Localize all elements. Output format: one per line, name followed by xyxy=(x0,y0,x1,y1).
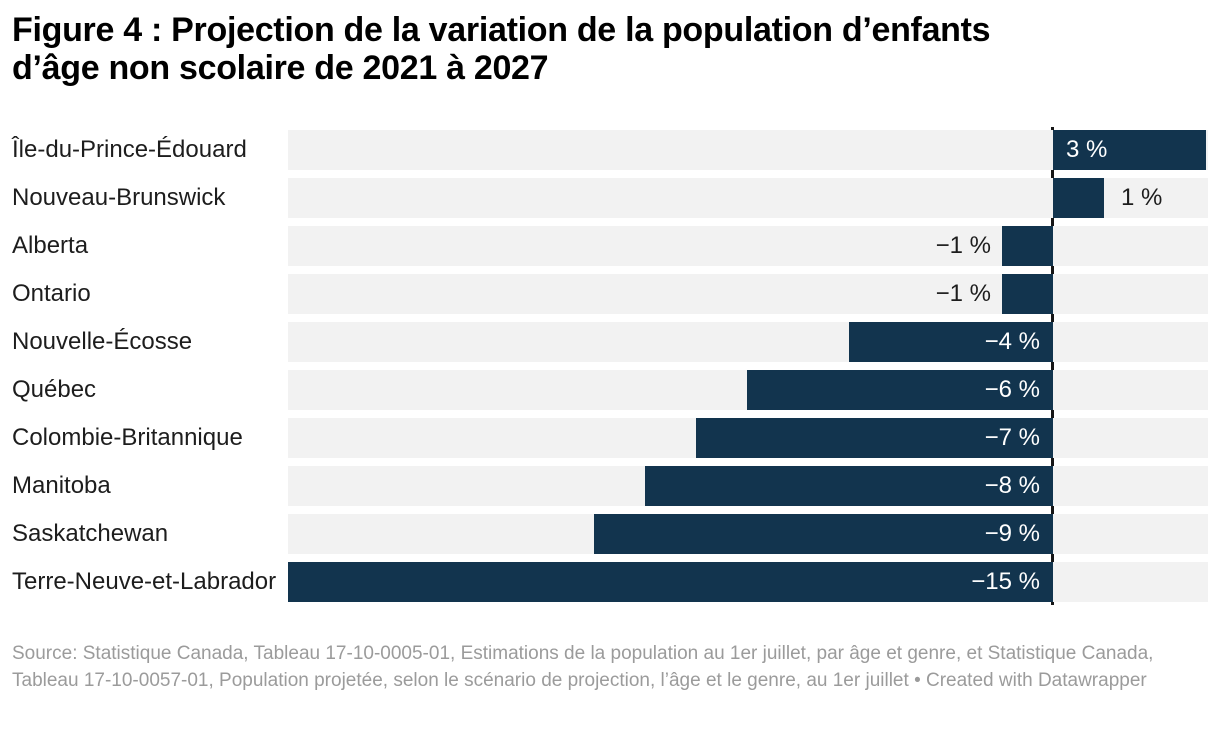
bar xyxy=(594,514,1053,554)
chart-row: Nouveau-Brunswick 1 % xyxy=(0,178,1220,218)
value-label: −1 % xyxy=(935,280,991,307)
value-label: −6 % xyxy=(984,376,1040,403)
bar-track: 1 % xyxy=(288,178,1208,218)
chart-row: Québec −6 % xyxy=(0,370,1220,410)
bar xyxy=(696,418,1053,458)
bar xyxy=(1053,130,1206,170)
bar xyxy=(849,322,1053,362)
bar xyxy=(645,466,1053,506)
chart-row: Terre-Neuve-et-Labrador −15 % xyxy=(0,562,1220,602)
bar-track: −15 % xyxy=(288,562,1208,602)
category-label: Alberta xyxy=(12,232,89,259)
bar xyxy=(747,370,1053,410)
value-label: −7 % xyxy=(984,424,1040,451)
value-label: 1 % xyxy=(1121,184,1163,211)
chart-row: Colombie-Britannique −7 % xyxy=(0,418,1220,458)
category-label: Ontario xyxy=(12,280,91,307)
value-label: −8 % xyxy=(984,472,1040,499)
zero-baseline xyxy=(1051,127,1054,605)
category-label: Manitoba xyxy=(12,472,111,499)
chart-row: Nouvelle-Écosse −4 % xyxy=(0,322,1220,362)
bar-track: −4 % xyxy=(288,322,1208,362)
chart-row: Manitoba −8 % xyxy=(0,466,1220,506)
category-label: Colombie-Britannique xyxy=(12,424,243,451)
category-label: Île-du-Prince-Édouard xyxy=(12,136,247,163)
bar-track: −8 % xyxy=(288,466,1208,506)
value-label: −4 % xyxy=(984,328,1040,355)
source-text: Source: Statistique Canada, Tableau 17-1… xyxy=(12,643,1154,691)
footer-separator: • xyxy=(914,670,921,691)
value-label: −15 % xyxy=(971,568,1040,595)
chart-plot-area: Île-du-Prince-Édouard 3 % Nouveau-Brunswic… xyxy=(0,127,1220,610)
bar-track: −1 % xyxy=(288,226,1208,266)
category-label: Nouveau-Brunswick xyxy=(12,184,226,211)
value-label: 3 % xyxy=(1066,136,1108,163)
chart-row: Île-du-Prince-Édouard 3 % xyxy=(0,130,1220,170)
category-label: Québec xyxy=(12,376,97,403)
bar-track: −6 % xyxy=(288,370,1208,410)
value-label: −1 % xyxy=(935,232,991,259)
bar-track: −9 % xyxy=(288,514,1208,554)
category-label: Nouvelle-Écosse xyxy=(12,328,193,355)
value-label: −9 % xyxy=(984,520,1040,547)
bar-track: −1 % xyxy=(288,274,1208,314)
datawrapper-credit-link[interactable]: Created with Datawrapper xyxy=(926,670,1147,691)
bar xyxy=(288,562,1053,602)
chart-row: Alberta −1 % xyxy=(0,226,1220,266)
chart-title: Figure 4 : Projection de la variation de… xyxy=(12,11,991,87)
bar xyxy=(1002,274,1053,314)
bar xyxy=(1002,226,1053,266)
bar-track: 3 % xyxy=(288,130,1208,170)
bar xyxy=(1053,178,1104,218)
chart-footer: Source: Statistique Canada, Tableau 17-1… xyxy=(12,640,1182,694)
category-label: Saskatchewan xyxy=(12,520,169,547)
chart-row: Ontario −1 % xyxy=(0,274,1220,314)
category-label: Terre-Neuve-et-Labrador xyxy=(12,568,277,595)
bar-track: −7 % xyxy=(288,418,1208,458)
chart-row: Saskatchewan −9 % xyxy=(0,514,1220,554)
